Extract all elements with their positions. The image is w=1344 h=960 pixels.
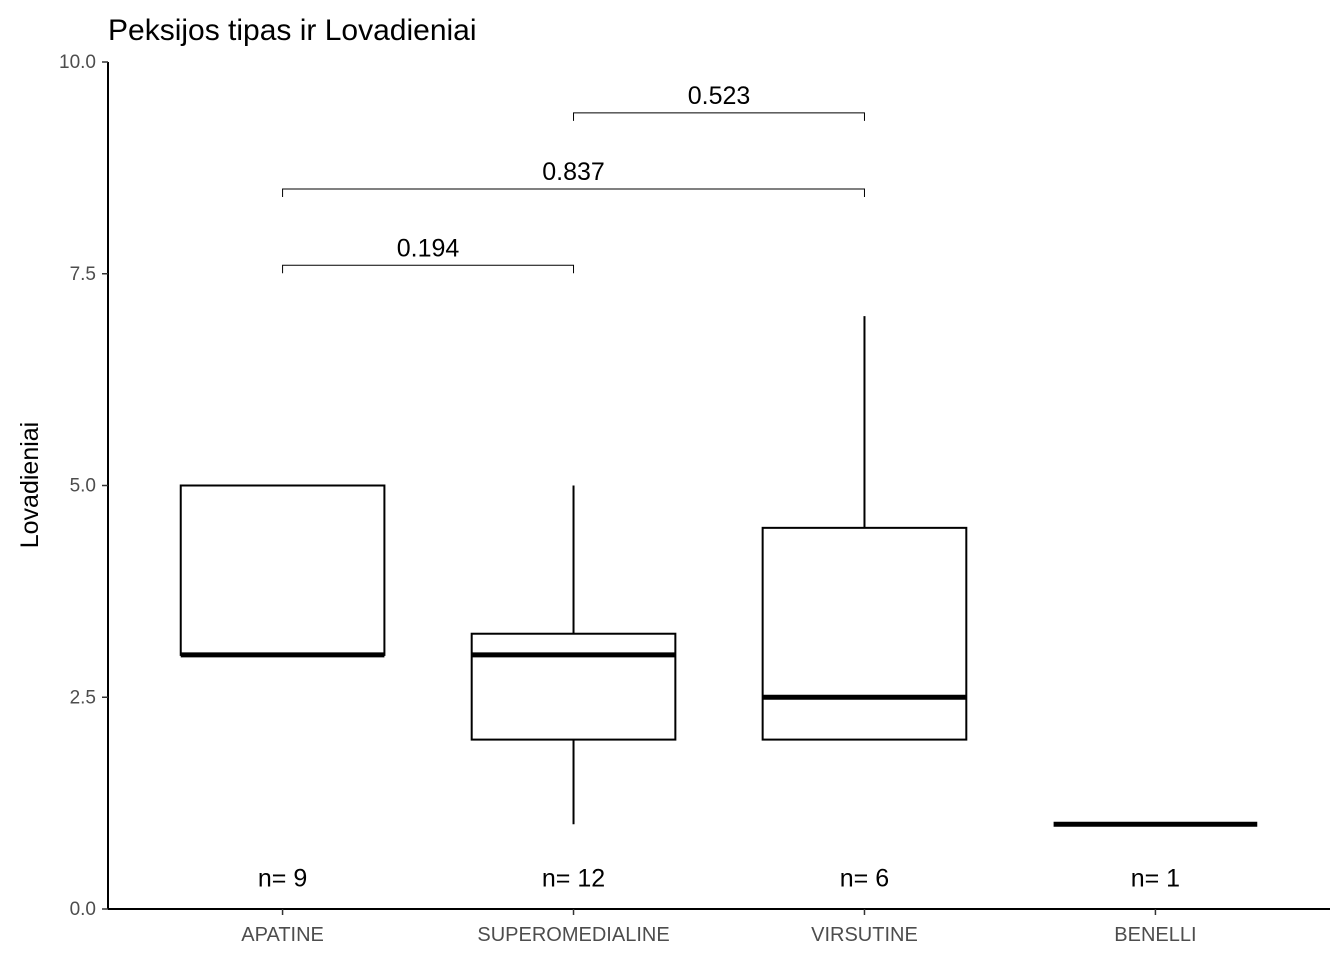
n-label: n= 9 (258, 865, 307, 893)
boxes (179, 316, 1258, 827)
comparison-brackets: 0.194 0.837 0.523 (282, 82, 865, 274)
x-tick-label: BENELLI (1114, 924, 1196, 946)
p-value-label: 0.523 (688, 82, 751, 110)
box-apatine (179, 484, 386, 658)
n-label: n= 6 (840, 865, 889, 893)
n-label: n= 12 (542, 865, 605, 893)
x-axis-ticks: APATINE SUPEROMEDIALINE VIRSUTINE BENELLI (241, 909, 1197, 946)
y-tick-label: 10.0 (59, 52, 96, 73)
box-superomedialine (470, 485, 677, 825)
bracket-line (573, 112, 865, 121)
bracket-line (282, 188, 865, 198)
y-tick-label: 5.0 (70, 476, 96, 497)
y-axis-ticks: 0.0 2.5 5.0 7.5 10.0 (59, 52, 108, 920)
bracket-line (282, 264, 575, 274)
x-tick-label: SUPEROMEDIALINE (477, 924, 669, 946)
y-tick-label: 7.5 (70, 264, 96, 285)
n-labels: n= 9 n= 12 n= 6 n= 1 (258, 865, 1180, 893)
comparison-bracket: 0.194 (282, 234, 575, 274)
p-value-label: 0.194 (397, 234, 460, 262)
box-virsutine (761, 316, 968, 741)
comparison-bracket: 0.523 (573, 82, 865, 121)
box-rect (761, 526, 968, 741)
y-tick-label: 2.5 (70, 687, 96, 708)
chart-title: Peksijos tipas ir Lovadieniai (108, 14, 477, 47)
x-tick-label: APATINE (241, 924, 324, 946)
p-value-label: 0.837 (542, 158, 605, 186)
y-axis-label: Lovadieniai (16, 422, 44, 549)
box-rect (470, 632, 677, 741)
comparison-bracket: 0.837 (282, 158, 865, 198)
n-label: n= 1 (1131, 865, 1180, 893)
box-rect (179, 484, 386, 656)
x-tick-label: VIRSUTINE (811, 924, 918, 946)
y-tick-label: 0.0 (70, 899, 96, 920)
